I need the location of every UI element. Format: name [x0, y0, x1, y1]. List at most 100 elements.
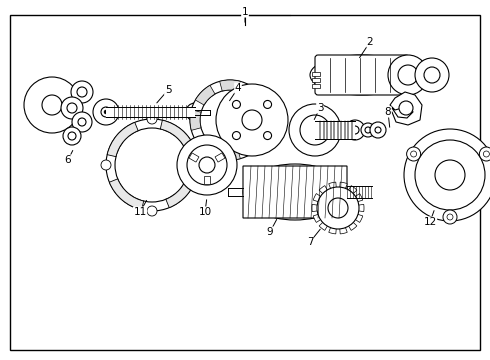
- Circle shape: [101, 107, 111, 117]
- Circle shape: [398, 65, 418, 85]
- Circle shape: [63, 127, 81, 145]
- Circle shape: [264, 131, 271, 140]
- Wedge shape: [338, 208, 357, 230]
- Bar: [204, 176, 210, 184]
- Bar: [106, 107, 195, 117]
- Circle shape: [72, 112, 92, 132]
- Circle shape: [199, 157, 215, 173]
- FancyBboxPatch shape: [243, 166, 347, 218]
- Ellipse shape: [310, 55, 414, 95]
- Wedge shape: [220, 149, 241, 160]
- Ellipse shape: [243, 164, 347, 220]
- Circle shape: [78, 118, 86, 126]
- Wedge shape: [329, 182, 338, 208]
- Circle shape: [479, 147, 490, 161]
- Wedge shape: [338, 204, 364, 212]
- Circle shape: [115, 128, 189, 202]
- Circle shape: [361, 123, 375, 137]
- Wedge shape: [220, 80, 241, 91]
- Circle shape: [61, 97, 83, 119]
- Text: 2: 2: [367, 37, 373, 47]
- Text: 5: 5: [165, 85, 172, 95]
- Circle shape: [101, 160, 111, 170]
- Wedge shape: [109, 179, 144, 210]
- Wedge shape: [190, 110, 201, 130]
- Wedge shape: [338, 186, 357, 208]
- Wedge shape: [166, 173, 197, 208]
- Wedge shape: [196, 85, 215, 105]
- Circle shape: [399, 101, 413, 115]
- Circle shape: [67, 103, 77, 113]
- Circle shape: [435, 160, 465, 190]
- Wedge shape: [319, 208, 338, 230]
- Circle shape: [200, 90, 260, 150]
- Circle shape: [191, 108, 199, 116]
- Wedge shape: [245, 85, 265, 105]
- Circle shape: [370, 122, 386, 138]
- Text: 11: 11: [133, 207, 147, 217]
- Polygon shape: [385, 92, 422, 125]
- Bar: [312, 78, 320, 82]
- Circle shape: [328, 198, 348, 218]
- Circle shape: [424, 67, 440, 83]
- Wedge shape: [160, 120, 195, 151]
- Wedge shape: [338, 208, 347, 234]
- Circle shape: [351, 126, 359, 134]
- Text: 12: 12: [423, 217, 437, 227]
- Text: 7: 7: [307, 237, 313, 247]
- Wedge shape: [196, 135, 215, 155]
- Circle shape: [68, 132, 76, 140]
- Circle shape: [447, 214, 453, 220]
- Circle shape: [404, 129, 490, 221]
- Circle shape: [187, 145, 227, 185]
- Bar: [312, 72, 320, 76]
- Circle shape: [71, 81, 93, 103]
- Circle shape: [300, 115, 330, 145]
- Circle shape: [216, 84, 288, 156]
- Bar: [189, 153, 199, 162]
- Text: 3: 3: [317, 103, 323, 113]
- Circle shape: [42, 95, 62, 115]
- Wedge shape: [319, 186, 338, 208]
- Wedge shape: [338, 208, 363, 222]
- Bar: [315, 121, 355, 139]
- Circle shape: [147, 206, 157, 216]
- Wedge shape: [313, 194, 338, 208]
- Bar: [215, 153, 225, 162]
- Text: 1: 1: [242, 7, 248, 17]
- Text: 6: 6: [65, 155, 72, 165]
- FancyBboxPatch shape: [315, 55, 409, 95]
- Circle shape: [106, 119, 198, 211]
- Circle shape: [365, 127, 371, 133]
- Circle shape: [289, 104, 341, 156]
- Circle shape: [77, 87, 87, 97]
- Wedge shape: [312, 204, 338, 212]
- Wedge shape: [313, 208, 338, 222]
- Text: 8: 8: [385, 107, 392, 117]
- Wedge shape: [259, 110, 270, 130]
- Circle shape: [388, 55, 428, 95]
- Text: 4: 4: [235, 83, 241, 93]
- Circle shape: [415, 140, 485, 210]
- Circle shape: [190, 80, 270, 160]
- Circle shape: [93, 99, 119, 125]
- Text: 9: 9: [267, 227, 273, 237]
- Circle shape: [177, 135, 237, 195]
- Text: 10: 10: [198, 207, 212, 217]
- Circle shape: [317, 187, 359, 229]
- Wedge shape: [338, 182, 347, 208]
- Circle shape: [24, 77, 80, 133]
- Circle shape: [345, 120, 365, 140]
- Circle shape: [186, 103, 204, 121]
- Wedge shape: [245, 135, 265, 155]
- Circle shape: [375, 127, 381, 133]
- Circle shape: [193, 160, 203, 170]
- Circle shape: [483, 151, 490, 157]
- Wedge shape: [107, 122, 138, 157]
- Circle shape: [104, 110, 108, 114]
- Circle shape: [232, 100, 241, 108]
- Circle shape: [415, 58, 449, 92]
- Wedge shape: [329, 208, 338, 234]
- Wedge shape: [338, 194, 363, 208]
- Circle shape: [443, 210, 457, 224]
